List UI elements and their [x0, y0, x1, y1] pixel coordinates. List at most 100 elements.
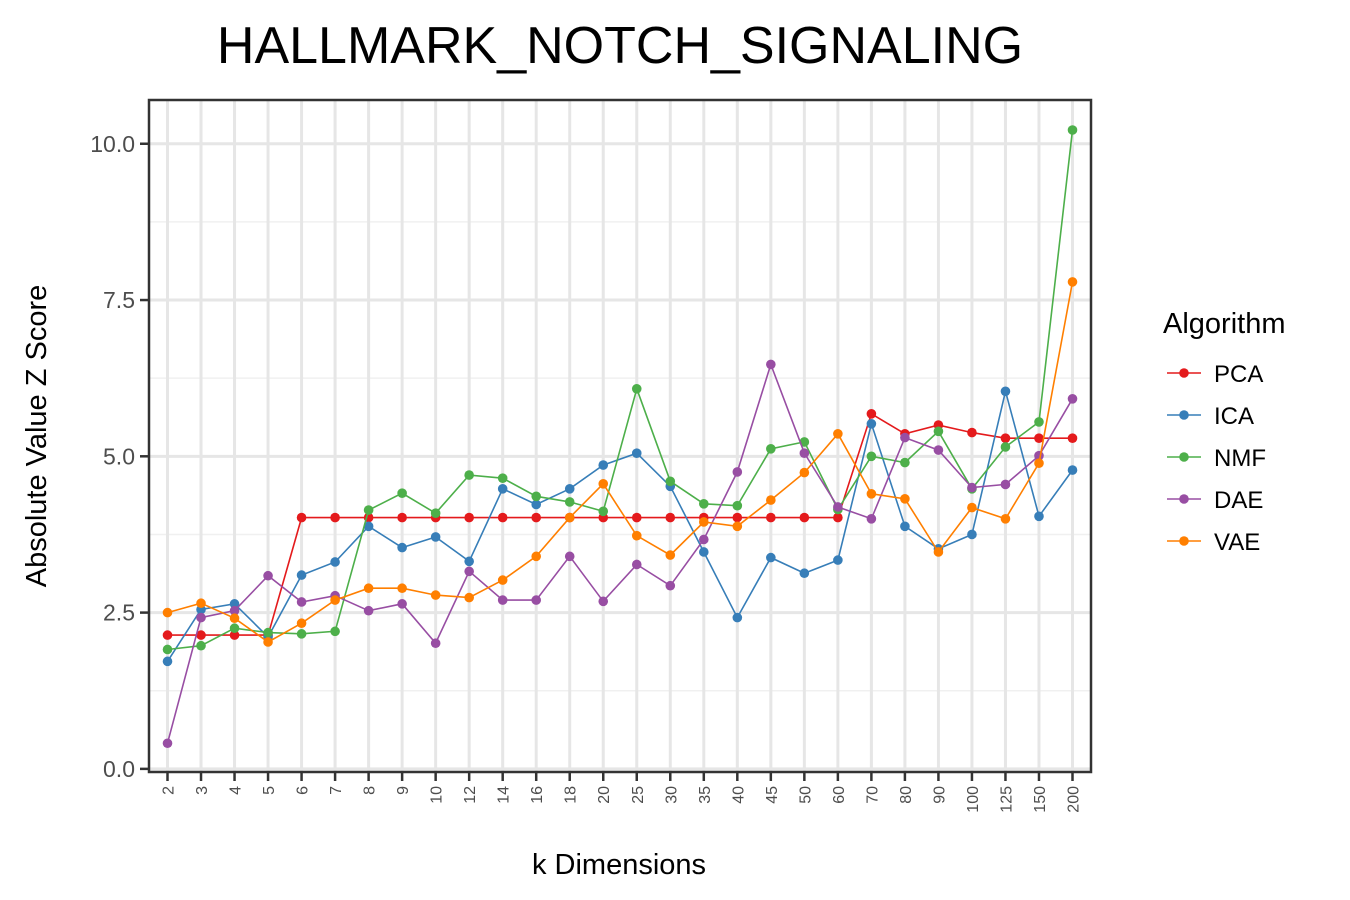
data-point-pca — [967, 427, 977, 438]
data-point-nmf — [464, 470, 474, 480]
data-point-ica — [430, 532, 441, 542]
x-tick-label: 40 — [730, 786, 747, 804]
legend-point-nmf — [1179, 452, 1189, 462]
x-tick-label: 7 — [328, 786, 345, 795]
data-point-vae — [799, 467, 810, 478]
data-point-nmf — [263, 627, 273, 638]
data-point-ica — [363, 521, 374, 532]
x-tick-label: 3 — [194, 786, 211, 795]
data-point-vae — [564, 512, 575, 523]
data-point-nmf — [1067, 125, 1078, 135]
data-point-dae — [363, 605, 374, 616]
y-tick-label: 5.0 — [103, 443, 135, 469]
x-tick-label: 60 — [831, 786, 848, 804]
legend-label-pca: PCA — [1214, 361, 1263, 388]
data-point-nmf — [196, 640, 206, 651]
y-tick-label: 10.0 — [90, 131, 135, 157]
legend-label-ica: ICA — [1214, 403, 1254, 430]
data-point-pca — [799, 512, 810, 523]
data-point-nmf — [598, 506, 609, 517]
series-line-ica — [166, 391, 1074, 662]
data-point-pca — [162, 630, 173, 640]
data-point-dae — [564, 551, 575, 562]
data-point-vae — [732, 521, 743, 532]
data-point-dae — [766, 359, 776, 370]
y-tick-label: 7.5 — [103, 287, 135, 313]
data-point-nmf — [933, 426, 944, 437]
data-point-nmf — [766, 444, 776, 454]
y-axis-title: Absolute Value Z Score — [21, 285, 53, 588]
data-point-dae — [698, 534, 709, 545]
x-tick-label: 125 — [998, 786, 1015, 813]
data-point-nmf — [497, 473, 508, 483]
data-point-vae — [430, 590, 441, 600]
x-tick-label: 35 — [697, 786, 714, 804]
data-point-ica — [967, 529, 977, 540]
x-tick-label: 4 — [228, 786, 245, 795]
legend-point-ica — [1179, 410, 1189, 420]
x-tick-label: 25 — [630, 786, 647, 804]
data-point-ica — [866, 419, 877, 429]
data-point-nmf — [564, 497, 575, 507]
data-point-dae — [900, 432, 910, 443]
data-point-dae — [464, 566, 474, 577]
legend-point-pca — [1179, 368, 1189, 378]
data-point-ica — [732, 612, 743, 623]
x-tick-label: 12 — [462, 786, 479, 804]
data-point-dae — [430, 638, 441, 649]
data-point-dae — [631, 559, 642, 570]
data-point-nmf — [1000, 442, 1011, 452]
data-point-dae — [263, 570, 273, 581]
data-point-nmf — [1034, 417, 1044, 427]
data-point-dae — [1067, 394, 1078, 404]
data-point-vae — [900, 494, 910, 504]
data-point-ica — [833, 555, 843, 565]
x-tick-label: 18 — [563, 786, 580, 804]
data-point-nmf — [296, 629, 307, 639]
data-point-pca — [732, 512, 743, 523]
legend-title: Algorithm — [1163, 308, 1286, 340]
data-point-dae — [497, 595, 508, 605]
data-point-dae — [598, 596, 609, 607]
data-point-pca — [497, 512, 508, 523]
data-point-dae — [933, 445, 944, 455]
data-point-dae — [967, 482, 977, 493]
data-point-vae — [967, 502, 977, 513]
data-point-pca — [1034, 433, 1044, 443]
data-point-pca — [229, 630, 240, 640]
legend-point-dae — [1179, 494, 1189, 504]
legend-label-vae: VAE — [1214, 529, 1260, 556]
y-tick-label: 0.0 — [103, 756, 135, 782]
data-point-dae — [397, 599, 407, 609]
x-tick-label: 30 — [663, 786, 680, 804]
series-line-dae — [166, 361, 1074, 744]
data-point-ica — [162, 656, 173, 667]
legend-point-vae — [1179, 536, 1189, 546]
data-point-ica — [631, 448, 642, 458]
data-point-dae — [162, 738, 173, 749]
data-point-nmf — [866, 451, 877, 462]
data-point-pca — [196, 630, 206, 640]
data-point-nmf — [665, 476, 676, 487]
x-tick-label: 2 — [161, 786, 178, 795]
data-point-ica — [1067, 465, 1078, 475]
data-point-ica — [397, 542, 407, 553]
data-point-nmf — [330, 626, 340, 637]
legend: Algorithm PCA ICA NMF DAE VAE — [1163, 308, 1286, 556]
x-tick-label: 16 — [529, 786, 546, 804]
data-point-ica — [229, 599, 240, 609]
data-point-nmf — [430, 508, 441, 519]
data-point-vae — [933, 547, 944, 557]
data-point-vae — [397, 583, 407, 594]
data-point-pca — [1067, 433, 1078, 443]
data-point-ica — [497, 484, 508, 494]
x-tick-label: 70 — [864, 786, 881, 804]
data-point-pca — [296, 512, 307, 523]
data-point-dae — [196, 612, 206, 623]
data-point-dae — [531, 595, 542, 605]
data-point-nmf — [698, 499, 709, 509]
data-point-nmf — [900, 457, 910, 468]
data-point-vae — [833, 429, 843, 439]
data-point-nmf — [363, 505, 374, 515]
